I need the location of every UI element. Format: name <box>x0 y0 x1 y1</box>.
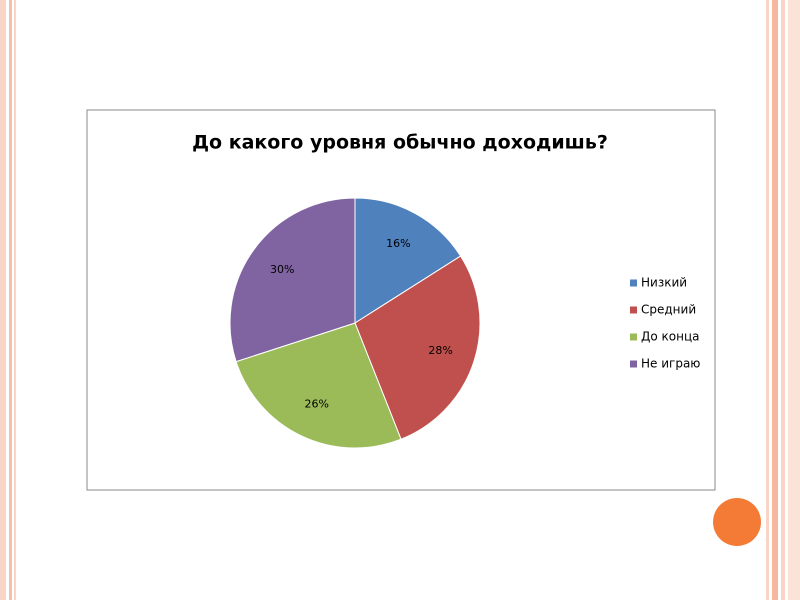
legend-label: Средний <box>641 303 696 317</box>
left-border <box>9 0 12 600</box>
data-label: 28% <box>428 344 452 357</box>
legend-label: Не играю <box>641 357 700 371</box>
right-border <box>772 0 778 600</box>
pie-slice <box>354 255 481 440</box>
pie-slice <box>235 322 402 449</box>
right-border <box>781 0 785 600</box>
legend-swatch <box>630 360 637 368</box>
left-border <box>0 0 6 600</box>
legend-label: До конца <box>641 330 700 344</box>
data-label: 16% <box>386 237 410 250</box>
chart-title: До какого уровня обычно доходишь? <box>192 132 608 154</box>
legend-swatch <box>630 279 637 287</box>
data-label: 30% <box>270 263 294 276</box>
left-border <box>14 0 16 600</box>
data-label: 26% <box>304 397 328 410</box>
legend-label: Низкий <box>641 276 687 290</box>
right-border <box>788 0 800 600</box>
decor-circle <box>713 498 761 546</box>
legend-swatch <box>630 333 637 341</box>
pie-slice <box>229 197 356 363</box>
pie-slice <box>354 197 462 324</box>
right-border <box>766 0 769 600</box>
legend-swatch <box>630 306 637 314</box>
